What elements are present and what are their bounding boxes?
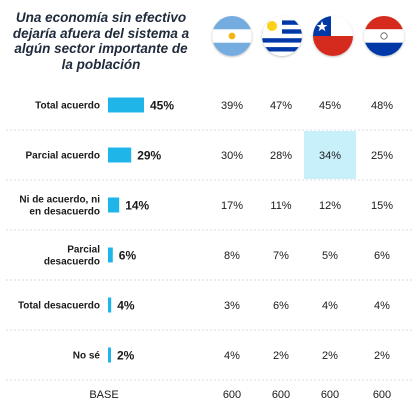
bar [108, 97, 144, 113]
title-line: dejaría afuera del sistema a [12, 25, 190, 41]
bar-value-label: 2% [117, 349, 135, 363]
table-cell: 11% [270, 200, 291, 212]
category-label: Total acuerdo [35, 101, 100, 112]
base-label: BASE [89, 389, 118, 401]
bar [108, 297, 112, 313]
bar-value-label: 14% [125, 199, 149, 213]
uruguay-flag-icon [262, 16, 302, 56]
table-cell: 6% [273, 300, 289, 312]
bar [108, 247, 113, 263]
base-value: 600 [373, 389, 391, 401]
table-cell: 2% [273, 350, 289, 362]
base-value: 600 [223, 389, 241, 401]
table-cell: 34% [319, 150, 341, 162]
category-label: Parcial [67, 245, 100, 256]
table-cell: 5% [322, 250, 338, 262]
title-line: la población [61, 56, 141, 72]
bar-value-label: 45% [150, 99, 174, 113]
table-cell: 17% [221, 200, 243, 212]
bar-value-label: 4% [117, 299, 135, 313]
table-cell: 4% [374, 300, 390, 312]
base-value: 600 [272, 389, 290, 401]
table-cell: 47% [270, 100, 292, 112]
title-line: Una economía sin efectivo [15, 10, 187, 25]
table-cell: 7% [273, 250, 289, 262]
base-value: 600 [321, 389, 339, 401]
table-cell: 48% [371, 100, 393, 112]
table-cell: 4% [224, 350, 240, 362]
category-label: en desacuerdo [29, 207, 100, 218]
bar [108, 197, 120, 213]
table-cell: 30% [221, 150, 243, 162]
table-cell: 2% [374, 350, 390, 362]
title-line: algún sector importante de [14, 41, 188, 56]
highlighted-cell [304, 131, 356, 179]
table-cell: 39% [221, 100, 243, 112]
table-cell: 12% [319, 200, 341, 212]
chart-title: Una economía sin efectivo dejaría afuera… [6, 10, 196, 72]
bar [108, 347, 111, 363]
category-label: Total desacuerdo [18, 301, 100, 312]
paraguay-flag-icon [364, 16, 404, 56]
bar-value-label: 6% [119, 249, 137, 263]
bar [108, 147, 132, 163]
table-cell: 25% [371, 150, 393, 162]
table-cell: 6% [374, 250, 390, 262]
category-label: Ni de acuerdo, ni [19, 195, 100, 206]
bar-value-label: 29% [137, 149, 161, 163]
table-cell: 8% [224, 250, 240, 262]
table-cell: 28% [270, 150, 292, 162]
table-cell: 2% [322, 350, 338, 362]
category-label: No sé [73, 351, 101, 362]
table-cell: 3% [224, 300, 240, 312]
argentina-flag-icon [212, 16, 252, 56]
category-label: desacuerdo [44, 257, 100, 268]
category-label: Parcial acuerdo [26, 151, 100, 162]
table-cell: 15% [371, 200, 393, 212]
table-cell: 45% [319, 100, 341, 112]
table-cell: 4% [322, 300, 338, 312]
